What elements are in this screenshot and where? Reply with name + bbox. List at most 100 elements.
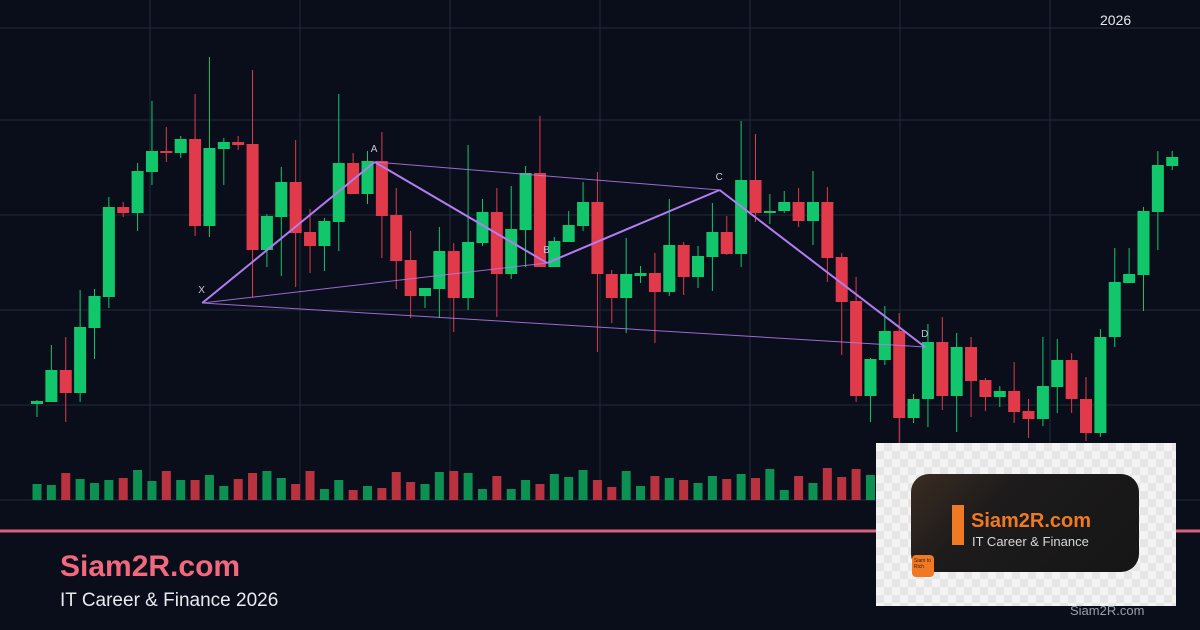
candle <box>102 197 115 308</box>
candle <box>835 253 848 355</box>
candle <box>850 277 863 402</box>
candle-body <box>476 212 489 243</box>
volume-bar <box>492 476 502 500</box>
candle <box>74 290 87 402</box>
pattern-leg-CD <box>718 189 926 348</box>
candle-body <box>447 251 460 298</box>
candle <box>936 317 949 410</box>
candle-body <box>131 171 144 213</box>
candle <box>275 167 288 276</box>
candle-body <box>893 331 906 418</box>
candle <box>59 337 72 422</box>
pattern-guide-XD <box>202 302 926 348</box>
candle <box>45 345 58 402</box>
candle-body <box>203 148 216 226</box>
candle-body <box>1036 386 1049 419</box>
candle-body <box>88 296 101 328</box>
pattern-leg-XA <box>201 161 376 304</box>
volume-bar <box>822 468 832 500</box>
candle-body <box>936 342 949 396</box>
candle-body <box>1123 274 1136 283</box>
candle-body <box>505 229 518 274</box>
candle <box>692 246 705 288</box>
candle <box>735 121 748 267</box>
candle-body <box>318 221 331 246</box>
candle <box>160 127 173 162</box>
candle-body <box>174 139 187 153</box>
volume-bar <box>176 480 186 500</box>
candle <box>217 138 230 185</box>
candle <box>605 270 618 323</box>
volume-bar <box>664 478 674 500</box>
volume-bar <box>233 479 243 500</box>
candle-body <box>921 342 934 399</box>
candle-body <box>634 273 647 276</box>
candle <box>950 333 963 432</box>
volume-bar <box>736 474 746 500</box>
volume-bar <box>291 484 301 500</box>
volume-bar <box>621 471 631 500</box>
candle <box>1151 151 1164 250</box>
candle <box>361 151 374 204</box>
siam-to-rich-badge: Siam to Rich <box>912 555 934 577</box>
candle <box>778 191 791 213</box>
candle <box>318 218 331 271</box>
candle-body <box>160 151 173 153</box>
candle <box>1166 151 1179 170</box>
candle <box>390 188 403 289</box>
candle-body <box>878 331 891 360</box>
volume-bar <box>837 477 847 500</box>
candle-body <box>1080 399 1093 433</box>
candle <box>246 70 259 297</box>
candle <box>806 171 819 245</box>
candle-body <box>375 161 388 216</box>
candle <box>145 101 158 185</box>
candle-body <box>102 207 115 297</box>
candle <box>1137 207 1150 311</box>
candle <box>921 324 934 427</box>
candle-body <box>907 399 920 418</box>
candle <box>203 57 216 237</box>
candle-body <box>490 212 503 274</box>
candle <box>634 266 647 283</box>
candle <box>663 199 676 296</box>
candle <box>878 306 891 365</box>
candle-body <box>577 202 590 226</box>
candle <box>433 227 446 318</box>
volume-bar <box>75 479 85 500</box>
candle-body <box>1108 282 1121 337</box>
volume-bar <box>607 487 617 500</box>
volume-bar <box>722 479 732 500</box>
volume-bar <box>779 490 789 500</box>
volume-bar <box>190 480 200 500</box>
candle-body <box>562 225 575 242</box>
candle-body <box>1022 411 1035 419</box>
candle-body <box>189 139 202 226</box>
candle-body <box>418 288 431 296</box>
volume-bar <box>219 486 229 500</box>
candle <box>993 386 1006 407</box>
candle <box>375 132 388 258</box>
candle-body <box>835 257 848 302</box>
candle <box>88 289 101 359</box>
volume-bar <box>865 475 875 500</box>
candle <box>131 163 144 231</box>
candle-body <box>433 251 446 289</box>
candle <box>648 253 661 343</box>
volume-bar <box>564 477 574 500</box>
candle <box>332 94 345 251</box>
volume-bar <box>434 472 444 500</box>
candle-body <box>950 347 963 396</box>
volume-bar <box>650 476 660 500</box>
candle <box>1123 248 1136 283</box>
volume-bar <box>262 471 272 500</box>
volume-bar <box>32 484 42 500</box>
candle-body <box>404 260 417 296</box>
candle-body <box>864 359 877 396</box>
volume-bar <box>348 490 358 500</box>
candle-body <box>519 173 532 230</box>
candle-body <box>1137 211 1150 275</box>
candle <box>404 231 417 318</box>
candle-body <box>979 380 992 397</box>
